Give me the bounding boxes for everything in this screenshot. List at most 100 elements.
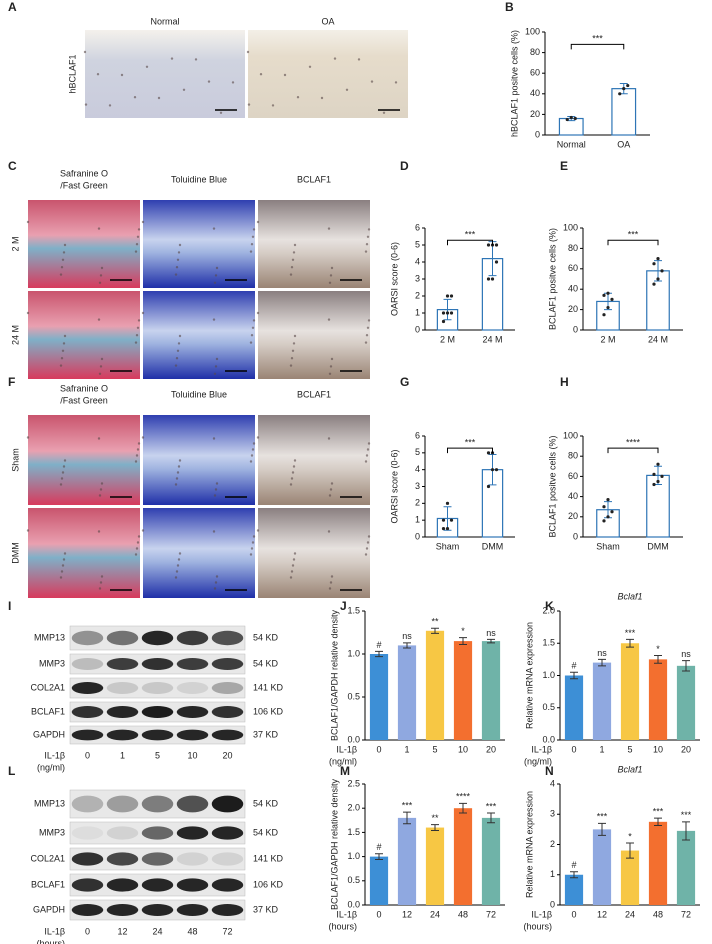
column-header: BCLAF1 xyxy=(297,174,331,184)
y-tick-label: 100 xyxy=(563,222,578,232)
micrograph xyxy=(28,291,140,379)
error-bar xyxy=(431,824,439,831)
data-point xyxy=(441,518,446,522)
panel-label: I xyxy=(8,599,11,613)
data-point xyxy=(486,277,491,281)
x-tick-label: Normal xyxy=(557,139,586,149)
cell-texture xyxy=(252,535,256,538)
x-tick-label: 12 xyxy=(597,909,607,919)
y-tick-label: 3 xyxy=(550,809,555,819)
treatment-unit: (ng/ml) xyxy=(37,762,65,772)
x-tick-label: 5 xyxy=(627,744,632,754)
blot-band xyxy=(141,630,174,646)
cell-texture xyxy=(62,251,66,254)
cell-texture xyxy=(136,235,140,238)
y-tick-label: 0 xyxy=(415,531,420,541)
cell-texture xyxy=(247,103,251,106)
cell-texture xyxy=(62,558,66,561)
y-axis-label: Relative mRNA expression xyxy=(524,622,534,729)
cell-texture xyxy=(357,58,361,61)
cell-texture xyxy=(259,73,263,76)
cell-texture xyxy=(329,581,333,584)
data-point xyxy=(565,117,569,122)
data-point xyxy=(618,92,622,96)
cell-texture xyxy=(60,477,64,480)
cell-texture xyxy=(214,488,218,491)
cell-texture xyxy=(98,281,102,284)
blot-band xyxy=(71,729,104,741)
blot-band xyxy=(71,795,104,813)
bar xyxy=(425,630,445,740)
x-axis-label: (ng/ml) xyxy=(329,756,357,766)
treatment-unit: (hours) xyxy=(36,938,65,944)
cell-texture xyxy=(327,227,331,230)
cell-texture xyxy=(97,437,101,440)
cell-texture xyxy=(252,319,256,322)
cell-texture xyxy=(100,575,104,578)
x-axis-label: IL-1β xyxy=(336,744,357,754)
cell-texture xyxy=(177,342,181,345)
blot-band xyxy=(176,852,209,866)
cell-texture xyxy=(97,227,101,230)
y-tick-label: 4 xyxy=(415,256,420,266)
dose-label: 48 xyxy=(187,926,197,936)
significance-label: ns xyxy=(402,631,412,641)
cell-texture xyxy=(366,235,370,238)
x-tick-label: 2 M xyxy=(600,334,615,344)
blot-band xyxy=(211,826,244,840)
cell-texture xyxy=(175,266,179,269)
dose-label: 0 xyxy=(85,926,90,936)
protein-name: BCLAF1 xyxy=(31,706,65,716)
y-tick-label: 2 xyxy=(550,839,555,849)
y-tick-label: 0.5 xyxy=(542,702,555,712)
cell-texture xyxy=(175,570,179,573)
micrograph xyxy=(248,30,408,118)
cell-texture xyxy=(291,349,295,352)
y-tick-label: 3 xyxy=(415,481,420,491)
x-tick-label: Sham xyxy=(596,541,620,551)
y-axis-label: BCLAF1 positve cells (%) xyxy=(547,228,557,330)
blot-band xyxy=(71,904,104,916)
cell-texture xyxy=(246,50,250,54)
data-point xyxy=(626,83,630,88)
significance-label: ns xyxy=(681,649,691,659)
blot-band xyxy=(211,706,244,718)
cell-texture xyxy=(256,220,260,224)
row-label: DMM xyxy=(10,542,20,564)
cell-texture xyxy=(394,81,398,84)
chart-title: Bclaf1 xyxy=(617,764,642,774)
cell-texture xyxy=(176,564,180,567)
cell-texture xyxy=(327,437,331,440)
cell-texture xyxy=(366,326,370,329)
dose-label: 12 xyxy=(117,926,127,936)
x-tick-label: DMM xyxy=(482,541,504,551)
y-axis-label: BCLAF1/GAPDH relative density xyxy=(329,609,339,741)
error-bar xyxy=(443,298,452,321)
blot-band xyxy=(141,852,174,866)
cell-texture xyxy=(345,88,349,92)
cell-texture xyxy=(231,81,235,84)
x-tick-label: 20 xyxy=(681,744,691,754)
cell-texture xyxy=(292,251,296,254)
x-tick-label: 5 xyxy=(432,744,437,754)
y-tick-label: 100 xyxy=(563,430,578,440)
error-bar xyxy=(443,506,452,531)
cell-texture xyxy=(61,349,65,352)
column-header: /Fast Green xyxy=(60,395,108,405)
data-point xyxy=(445,311,450,315)
y-tick-label: 0 xyxy=(535,129,540,139)
panel-label: E xyxy=(560,159,568,173)
data-point xyxy=(602,313,606,317)
blot-band xyxy=(106,729,139,741)
data-point xyxy=(610,510,614,514)
cell-texture xyxy=(251,541,255,544)
y-tick-label: 1.0 xyxy=(347,648,360,658)
cell-texture xyxy=(98,494,102,497)
panel-label: F xyxy=(8,375,15,389)
cell-texture xyxy=(63,334,67,338)
x-tick-label: 10 xyxy=(653,744,663,754)
y-tick-label: 2 xyxy=(415,290,420,300)
cell-texture xyxy=(26,436,30,439)
blot-band xyxy=(176,658,209,670)
